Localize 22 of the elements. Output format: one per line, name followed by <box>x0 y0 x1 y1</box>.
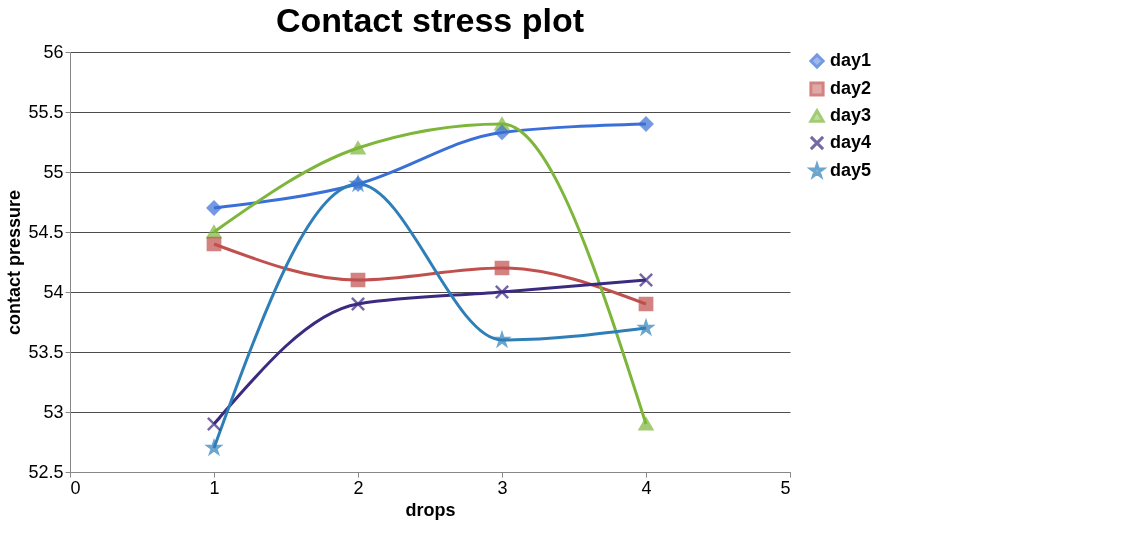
legend-label: day2 <box>830 78 872 98</box>
legend-label: day1 <box>830 50 872 70</box>
y-tick-label: 53 <box>43 401 64 422</box>
y-tick-label: 54 <box>43 281 64 302</box>
x-tick-label: 2 <box>353 477 364 498</box>
y-axis-title: contact pressure <box>4 189 25 336</box>
y-tick-label: 54.5 <box>28 221 64 242</box>
y-tick-label: 55 <box>43 161 64 182</box>
y-tick-label: 56 <box>43 41 64 62</box>
legend-label: day3 <box>830 105 872 125</box>
legend-label: day5 <box>830 160 872 180</box>
legend-label: day4 <box>830 132 872 152</box>
x-tick-label: 1 <box>209 477 220 498</box>
x-tick-label: 3 <box>497 477 508 498</box>
y-tick-label: 53.5 <box>28 341 64 362</box>
y-tick-label: 52.5 <box>28 461 64 482</box>
x-tick-label: 0 <box>70 477 81 498</box>
chart-title: Contact stress plot <box>276 1 584 39</box>
x-tick-label: 4 <box>641 477 652 498</box>
x-tick-label: 5 <box>780 477 791 498</box>
x-axis-title: drops <box>405 499 456 520</box>
y-tick-label: 55.5 <box>28 101 64 122</box>
